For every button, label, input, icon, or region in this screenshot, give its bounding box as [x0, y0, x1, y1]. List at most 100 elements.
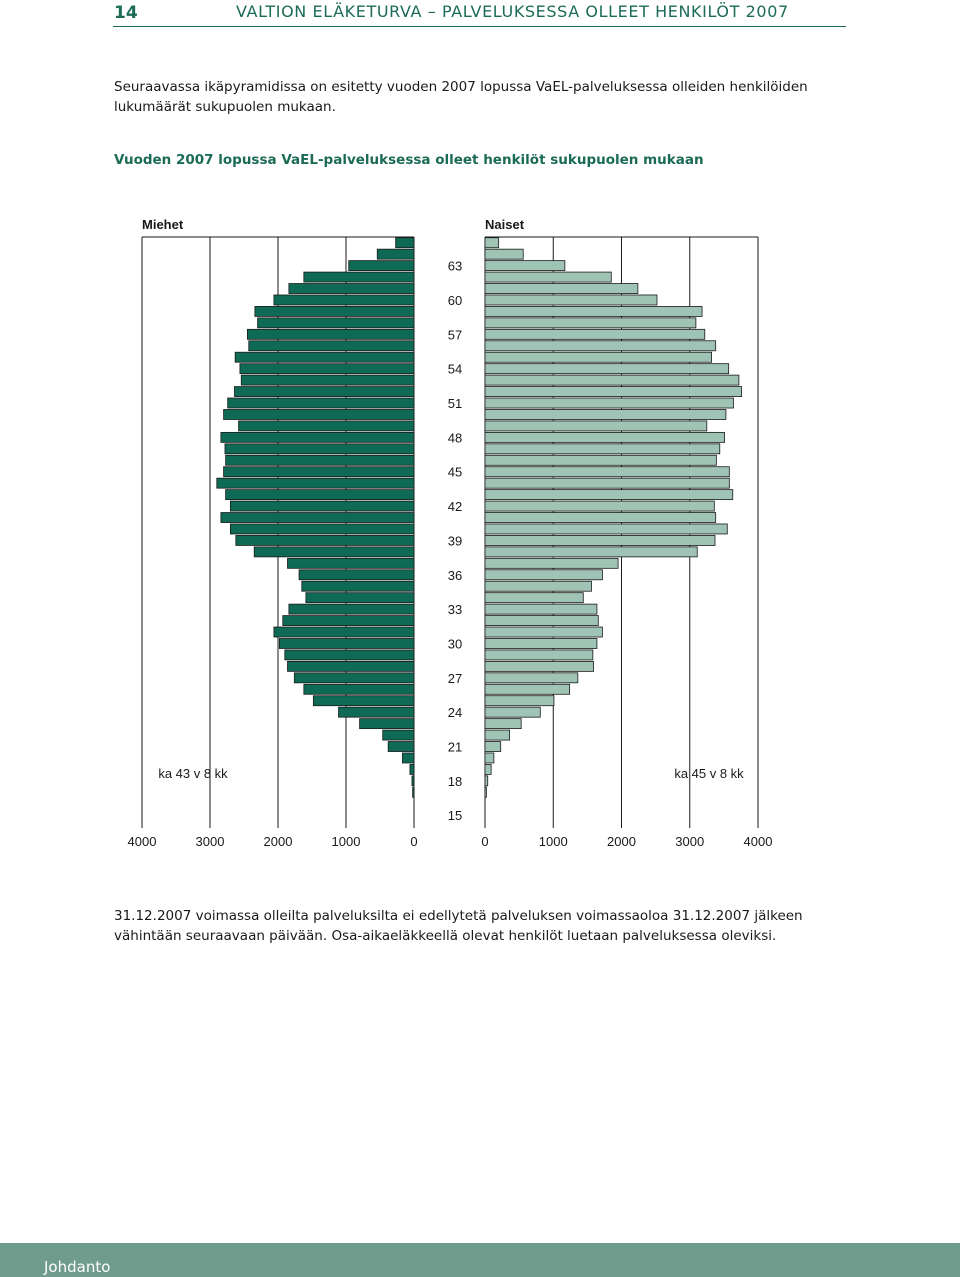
- men-bar-age-19: [409, 764, 415, 775]
- women-bar-age-19: [484, 764, 492, 775]
- men-bar-age-48: [220, 431, 415, 443]
- women-bar-age-45: [484, 466, 730, 478]
- men-bar-age-50: [223, 409, 415, 420]
- women-bar-age-42: [484, 500, 715, 512]
- age-tick-label: 63: [448, 259, 462, 274]
- label-layer: 63 60 57 54 51 48 45 42 39 36 33 30 27 24 21 18 15 4000 30…: [128, 217, 773, 849]
- age-tick-label: 42: [448, 499, 462, 514]
- women-bar-age-54: [484, 363, 730, 375]
- women-bar-age-39: [484, 535, 716, 546]
- men-bar-age-22: [382, 729, 415, 741]
- men-bar-age-34: [305, 592, 415, 604]
- women-bar-age-50: [484, 409, 727, 420]
- intro-paragraph: Seuraavassa ikäpyramidissa on esitetty v…: [114, 79, 808, 115]
- men-bar-age-23: [359, 718, 415, 730]
- women-bar-age-47: [484, 443, 721, 455]
- women-bar-age-27: [484, 672, 579, 684]
- men-bar-age-57: [246, 328, 415, 340]
- footer-section-label: Johdanto: [44, 1258, 111, 1276]
- men-bar-age-46: [225, 454, 415, 466]
- women-bar-age-17: [484, 786, 487, 798]
- women-bar-age-58: [484, 317, 697, 329]
- men-bar-age-51: [227, 397, 415, 409]
- men-value-tick-label: 1000: [332, 834, 361, 849]
- men-bar-age-47: [224, 443, 415, 455]
- age-tick-label: 60: [448, 293, 462, 308]
- women-bar-age-64: [484, 248, 524, 260]
- age-tick-label: 51: [448, 396, 462, 411]
- women-bar-age-37: [484, 557, 619, 569]
- men-average-age-label: ka 43 v 8 kk: [158, 766, 228, 781]
- age-tick-label: 39: [448, 533, 462, 548]
- bar-layer: [216, 237, 743, 798]
- men-bar-age-53: [240, 374, 415, 386]
- men-bar-age-17: [412, 786, 415, 798]
- women-average-age-label: ka 45 v 8 kk: [674, 766, 744, 781]
- women-bar-age-31: [484, 626, 603, 638]
- women-bar-age-57: [484, 328, 706, 340]
- men-bar-age-37: [287, 557, 415, 569]
- men-bar-age-45: [223, 466, 415, 478]
- women-value-tick-label: 1000: [539, 834, 568, 849]
- women-bar-age-60: [484, 294, 658, 306]
- men-bar-age-65: [395, 237, 415, 249]
- men-value-tick-label: 0: [410, 834, 417, 849]
- women-bar-age-62: [484, 271, 612, 283]
- men-bar-age-49: [238, 420, 415, 432]
- age-tick-label: 21: [448, 740, 462, 755]
- women-value-tick-label: 2000: [607, 834, 636, 849]
- men-bar-age-61: [288, 283, 415, 294]
- women-bar-age-23: [484, 718, 522, 730]
- women-bar-age-33: [484, 603, 598, 615]
- men-bar-age-26: [303, 683, 415, 695]
- men-bar-age-29: [284, 649, 415, 661]
- women-bar-age-36: [484, 569, 603, 581]
- age-tick-label: 48: [448, 430, 462, 445]
- women-bar-age-40: [484, 523, 728, 535]
- age-tick-label: 54: [448, 362, 462, 377]
- women-bar-age-63: [484, 260, 566, 272]
- women-bar-age-51: [484, 397, 734, 409]
- women-bar-age-49: [484, 420, 708, 432]
- age-tick-label: 57: [448, 327, 462, 342]
- men-bar-age-44: [216, 477, 415, 489]
- women-bar-age-29: [484, 649, 594, 661]
- men-bar-age-25: [312, 695, 415, 707]
- women-bar-age-53: [484, 374, 740, 386]
- age-tick-label: 45: [448, 465, 462, 480]
- running-header: VALTION ELÄKETURVA – PALVELUKSESSA OLLEE…: [236, 2, 789, 21]
- header-rule: [113, 26, 846, 27]
- women-bar-age-56: [484, 340, 717, 352]
- men-bar-age-56: [248, 340, 415, 352]
- women-bar-age-46: [484, 454, 717, 466]
- chart-title: Vuoden 2007 lopussa VaEL-palveluksessa o…: [114, 152, 704, 168]
- men-bar-age-40: [229, 523, 415, 535]
- men-bar-age-39: [235, 535, 415, 546]
- age-tick-label: 33: [448, 602, 462, 617]
- age-tick-label: 36: [448, 568, 462, 583]
- women-bar-age-61: [484, 283, 639, 294]
- men-bar-age-20: [402, 752, 415, 764]
- age-tick-label: 30: [448, 636, 462, 651]
- women-bar-age-41: [484, 512, 717, 523]
- men-bar-age-21: [387, 741, 415, 752]
- age-tick-label: 15: [448, 808, 462, 823]
- women-bar-age-22: [484, 729, 510, 741]
- men-bar-age-63: [348, 260, 415, 272]
- women-bar-age-24: [484, 706, 541, 718]
- women-bar-age-35: [484, 580, 592, 592]
- women-bar-age-21: [484, 741, 502, 752]
- men-value-tick-label: 3000: [196, 834, 225, 849]
- women-series-label: Naiset: [485, 217, 525, 232]
- men-bar-age-60: [273, 294, 415, 306]
- men-bar-age-28: [287, 660, 415, 672]
- men-bar-age-35: [301, 580, 415, 592]
- age-tick-label: 24: [448, 705, 462, 720]
- women-bar-age-48: [484, 431, 725, 443]
- men-bar-age-33: [288, 603, 415, 615]
- men-bar-age-31: [273, 626, 415, 638]
- women-bar-age-38: [484, 546, 698, 558]
- men-bar-age-55: [234, 351, 415, 363]
- women-bar-age-65: [484, 237, 500, 249]
- women-bar-age-18: [484, 775, 489, 787]
